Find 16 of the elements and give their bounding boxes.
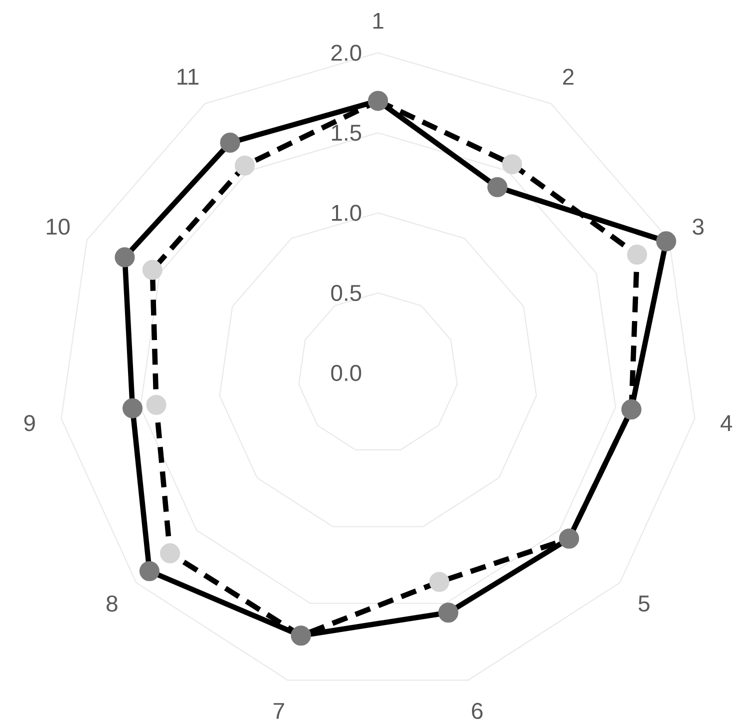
spoke-label: 4: [720, 415, 732, 431]
spoke-label: 7: [274, 703, 284, 719]
spoke-label: 8: [106, 596, 118, 612]
y-tick-label: 2.0: [331, 44, 362, 61]
spoke-label: 10: [46, 218, 70, 235]
spoke-label: 5: [638, 596, 650, 612]
spoke-label: 11: [178, 68, 198, 85]
spoke-label: 3: [692, 218, 704, 235]
spoke-label: 1: [373, 12, 384, 29]
y-tick-label: 0.0: [331, 364, 362, 382]
y-tick-label: 0.5: [331, 284, 362, 302]
spoke-label: 2: [563, 68, 574, 85]
spoke-label: 6: [472, 702, 483, 720]
y-tick-label: 1.5: [332, 124, 362, 141]
spoke-label: 9: [24, 415, 35, 432]
y-tick-label: 1.0: [332, 204, 362, 221]
